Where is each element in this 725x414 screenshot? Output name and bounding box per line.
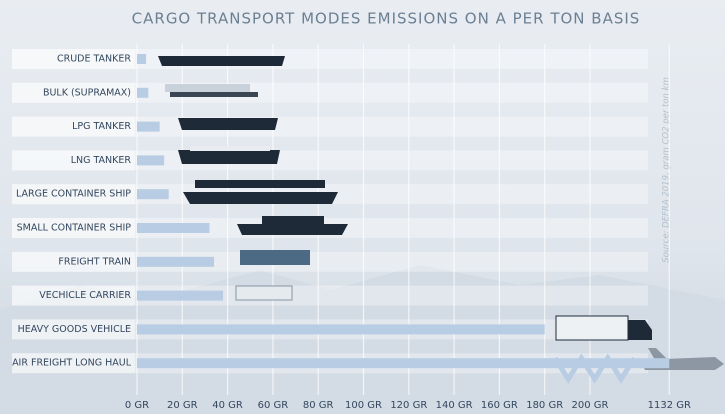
- bar: [137, 121, 160, 132]
- vehicle-icons: [158, 56, 724, 370]
- x-tick-label: 20 GR: [167, 400, 198, 411]
- label-box: [12, 251, 135, 272]
- bar: [137, 290, 224, 301]
- x-tick-label: 140 GR: [436, 400, 473, 411]
- bar: [137, 87, 149, 98]
- label-box: [12, 319, 135, 340]
- label-box: [12, 218, 135, 238]
- y-tick-label: HEAVY GOODS VEHICLE: [18, 324, 131, 335]
- x-tick-label: 120 GR: [390, 400, 427, 411]
- y-tick-label: BULK (SUPRAMAX): [43, 87, 131, 98]
- y-tick-label: CRUDE TANKER: [57, 54, 131, 65]
- x-tick-label: 200 GR: [572, 400, 609, 411]
- y-tick-label: FREIGHT TRAIN: [58, 256, 131, 267]
- source-note: Source: DEFRA 2019, gram CO2 per ton km: [662, 77, 672, 263]
- bar: [137, 54, 147, 64]
- label-box: [12, 150, 135, 171]
- y-tick-label: LARGE CONTAINER SHIP: [16, 189, 131, 200]
- bar: [137, 358, 670, 369]
- y-tick-label: LNG TANKER: [71, 155, 132, 166]
- label-box: [12, 116, 135, 137]
- label-box: [12, 285, 135, 306]
- x-tick-label: 1132 GR: [648, 400, 691, 411]
- x-tick-label: 0 GR: [125, 400, 149, 411]
- y-tick-label: VECHICLE CARRIER: [39, 290, 131, 301]
- x-tick-label: 40 GR: [212, 400, 243, 411]
- label-box: [12, 82, 135, 103]
- y-tick-label: SMALL CONTAINER SHIP: [17, 223, 132, 234]
- label-box: [12, 49, 135, 69]
- row-band: [12, 150, 648, 171]
- x-tick-label: 180 GR: [526, 400, 563, 411]
- axis-break: [552, 353, 637, 384]
- y-tick-label: AIR FREIGHT LONG HAUL: [12, 358, 132, 369]
- label-box: [12, 353, 135, 374]
- bar: [137, 155, 165, 166]
- bar: [137, 324, 545, 335]
- chart-title: CARGO TRANSPORT MODES EMISSIONS ON A PER…: [132, 10, 641, 28]
- label-box: [12, 184, 135, 205]
- x-tick-label: 60 GR: [258, 400, 289, 411]
- x-tick-label: 80 GR: [303, 400, 334, 411]
- y-tick-label: LPG TANKER: [72, 121, 131, 132]
- bar: [137, 256, 215, 267]
- bar: [137, 189, 169, 200]
- x-tick-label: 100 GR: [345, 400, 382, 411]
- x-tick-label: 160 GR: [481, 400, 518, 411]
- row-band: [12, 116, 648, 137]
- mountains: [0, 265, 725, 414]
- bar: [137, 223, 210, 233]
